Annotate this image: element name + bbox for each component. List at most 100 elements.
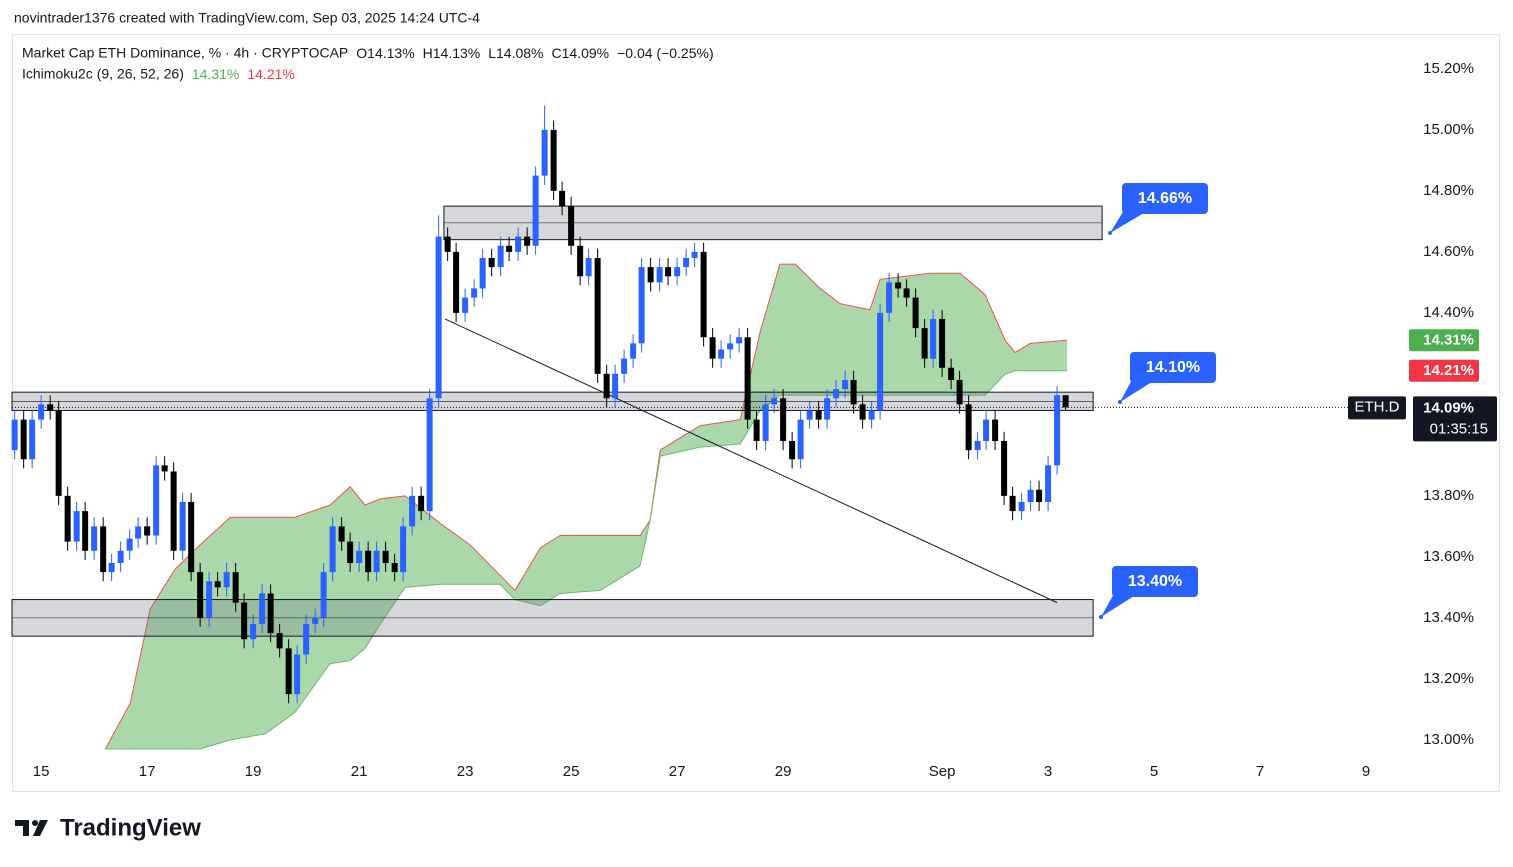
candle-body: [974, 440, 981, 451]
candle-body: [73, 511, 80, 542]
legend-value: 14.21%: [247, 66, 294, 82]
candle-body: [55, 410, 62, 496]
candle-body: [506, 245, 513, 252]
countdown: 01:35:15: [1430, 420, 1488, 437]
candle-body: [806, 410, 813, 420]
x-tick-label: 3: [1044, 763, 1052, 780]
candle-body: [886, 282, 893, 313]
candle-body: [108, 562, 115, 573]
candle-body: [188, 501, 195, 573]
y-tick-label: 13.80%: [1423, 487, 1474, 504]
y-tick-label: 15.20%: [1423, 60, 1474, 77]
candle-body: [603, 373, 610, 399]
candle-body: [462, 297, 469, 313]
symbol-tag: [1348, 396, 1406, 420]
x-tick-label: 15: [33, 763, 50, 780]
logo-mark: [33, 820, 48, 836]
candle-body: [338, 526, 345, 542]
candle-body: [550, 129, 557, 191]
candle-body: [64, 495, 71, 542]
candle-body: [691, 251, 698, 258]
candle-body: [630, 343, 637, 359]
candle-body: [365, 550, 372, 573]
candle-body: [391, 562, 398, 573]
plot: [11, 105, 1348, 750]
candle-body: [736, 337, 743, 344]
callout-label: 14.10%: [1146, 359, 1200, 376]
candle-body: [868, 410, 875, 420]
candle-body: [815, 410, 822, 420]
candle-body: [577, 245, 584, 277]
candle-body: [1036, 489, 1043, 502]
candle-body: [753, 419, 760, 441]
callout-dot: [1118, 400, 1122, 404]
candle-body: [612, 373, 619, 399]
logo-mark: [32, 820, 38, 826]
candle-body: [453, 251, 460, 313]
candle-body: [241, 602, 248, 640]
y-tick-label: 13.20%: [1423, 670, 1474, 687]
candle-body: [117, 550, 124, 563]
callout-label: 13.40%: [1128, 573, 1182, 590]
legend-value: O14.13%: [356, 45, 414, 61]
candle-body: [232, 572, 239, 603]
cloud-bottom-line: [105, 370, 1068, 750]
candle-body: [426, 398, 433, 512]
x-tick-label: 21: [351, 763, 368, 780]
candle-body: [568, 206, 575, 246]
x-tick-label: 25: [563, 763, 580, 780]
legend-value: C14.09%: [552, 45, 610, 61]
x-tick-label: 7: [1256, 763, 1264, 780]
y-tick-label: 15.00%: [1423, 121, 1474, 138]
candle-body: [382, 550, 389, 563]
candle-body: [20, 419, 27, 460]
candle-body: [983, 419, 990, 441]
candle-body: [38, 404, 45, 420]
header: novintrader1376 created with TradingView…: [14, 10, 480, 26]
legend-value: −0.04 (−0.25%): [617, 45, 714, 61]
candle-body: [850, 379, 857, 405]
x-tick-label: 23: [457, 763, 474, 780]
candle-body: [842, 379, 849, 390]
candle-body: [400, 526, 407, 573]
candle-body: [824, 398, 831, 420]
legend-value: 14.31%: [192, 66, 239, 82]
candle-body: [921, 328, 928, 359]
candle-body: [771, 398, 778, 405]
candle-body: [250, 623, 257, 640]
candle-body: [1062, 395, 1069, 408]
indicator-name: Ichimoku2c (9, 26, 52, 26): [22, 66, 184, 82]
candle-body: [948, 367, 955, 380]
candle-body: [727, 343, 734, 350]
candle-body: [1027, 489, 1034, 502]
candle-body: [992, 419, 999, 441]
candle-body: [700, 251, 707, 338]
candle-body: [956, 379, 963, 405]
y-tick-label: 13.40%: [1423, 609, 1474, 626]
y-tick-label: 14.40%: [1423, 304, 1474, 321]
candle-body: [276, 633, 283, 649]
candle-body: [1018, 501, 1025, 512]
indicator-badge-label: 14.31%: [1423, 331, 1474, 348]
candle-body: [859, 404, 866, 420]
candle-body: [303, 623, 310, 655]
candle-body: [259, 593, 266, 624]
candle-body: [312, 617, 319, 624]
candle-body: [11, 419, 18, 451]
callout: [1122, 183, 1208, 214]
x-tick-label: 9: [1362, 763, 1370, 780]
callout: [1130, 352, 1216, 383]
candle-body: [267, 593, 274, 634]
cloud-top-line: [104, 263, 1068, 750]
x-tick-label: 5: [1150, 763, 1158, 780]
candle-body: [797, 419, 804, 460]
ohlc-legend: O14.13% H14.13% L14.08% C14.09% −0.04 (−0.25…: [356, 45, 713, 61]
candle-body: [789, 440, 796, 460]
callout-label: 14.66%: [1138, 190, 1192, 207]
cloud-area: [105, 264, 1068, 749]
candle-body: [179, 501, 186, 551]
candle-body: [409, 495, 416, 527]
candle-body: [444, 236, 451, 252]
candle-body: [709, 337, 716, 359]
